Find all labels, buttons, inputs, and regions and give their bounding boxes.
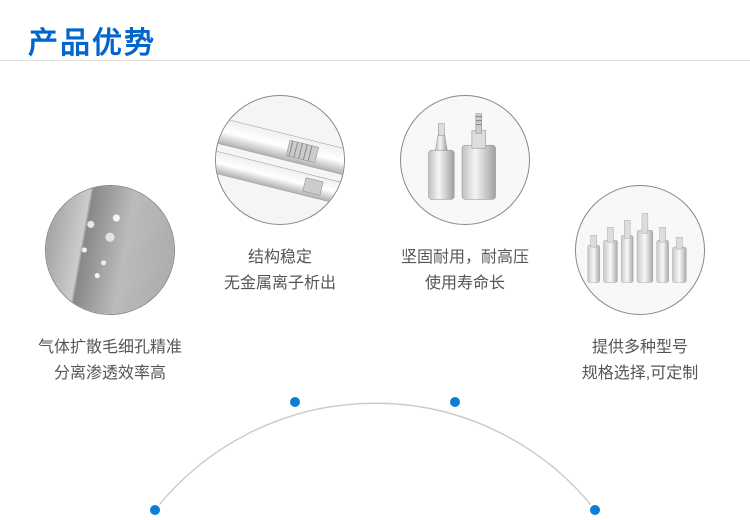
advantage-circle-4 bbox=[575, 185, 705, 315]
arc-dot bbox=[589, 504, 601, 516]
caption-line: 提供多种型号 bbox=[555, 335, 725, 361]
multiple-fittings-icon bbox=[576, 186, 704, 314]
section-title: 产品优势 bbox=[28, 18, 156, 62]
caption-line: 气体扩散毛细孔精准 bbox=[25, 335, 195, 361]
advantage-circle-1 bbox=[45, 185, 175, 315]
caption-line: 坚固耐用，耐高压 bbox=[380, 245, 550, 271]
caption-line: 无金属离子析出 bbox=[195, 271, 365, 297]
threaded-tube-icon bbox=[216, 96, 344, 224]
caption-line: 使用寿命长 bbox=[380, 271, 550, 297]
connector-arc bbox=[135, 370, 615, 520]
advantage-circle-3 bbox=[400, 95, 530, 225]
title-underline bbox=[0, 60, 750, 61]
arc-path bbox=[155, 403, 595, 510]
cylinder-fittings-icon bbox=[401, 96, 529, 224]
arc-dot bbox=[289, 396, 301, 408]
advantage-circle-2 bbox=[215, 95, 345, 225]
caption-line: 结构稳定 bbox=[195, 245, 365, 271]
bubbles-diffusion-icon bbox=[46, 186, 174, 314]
arc-dot bbox=[149, 504, 161, 516]
advantage-caption-2: 结构稳定 无金属离子析出 bbox=[195, 245, 365, 296]
advantage-caption-3: 坚固耐用，耐高压 使用寿命长 bbox=[380, 245, 550, 296]
arc-dot bbox=[449, 396, 461, 408]
